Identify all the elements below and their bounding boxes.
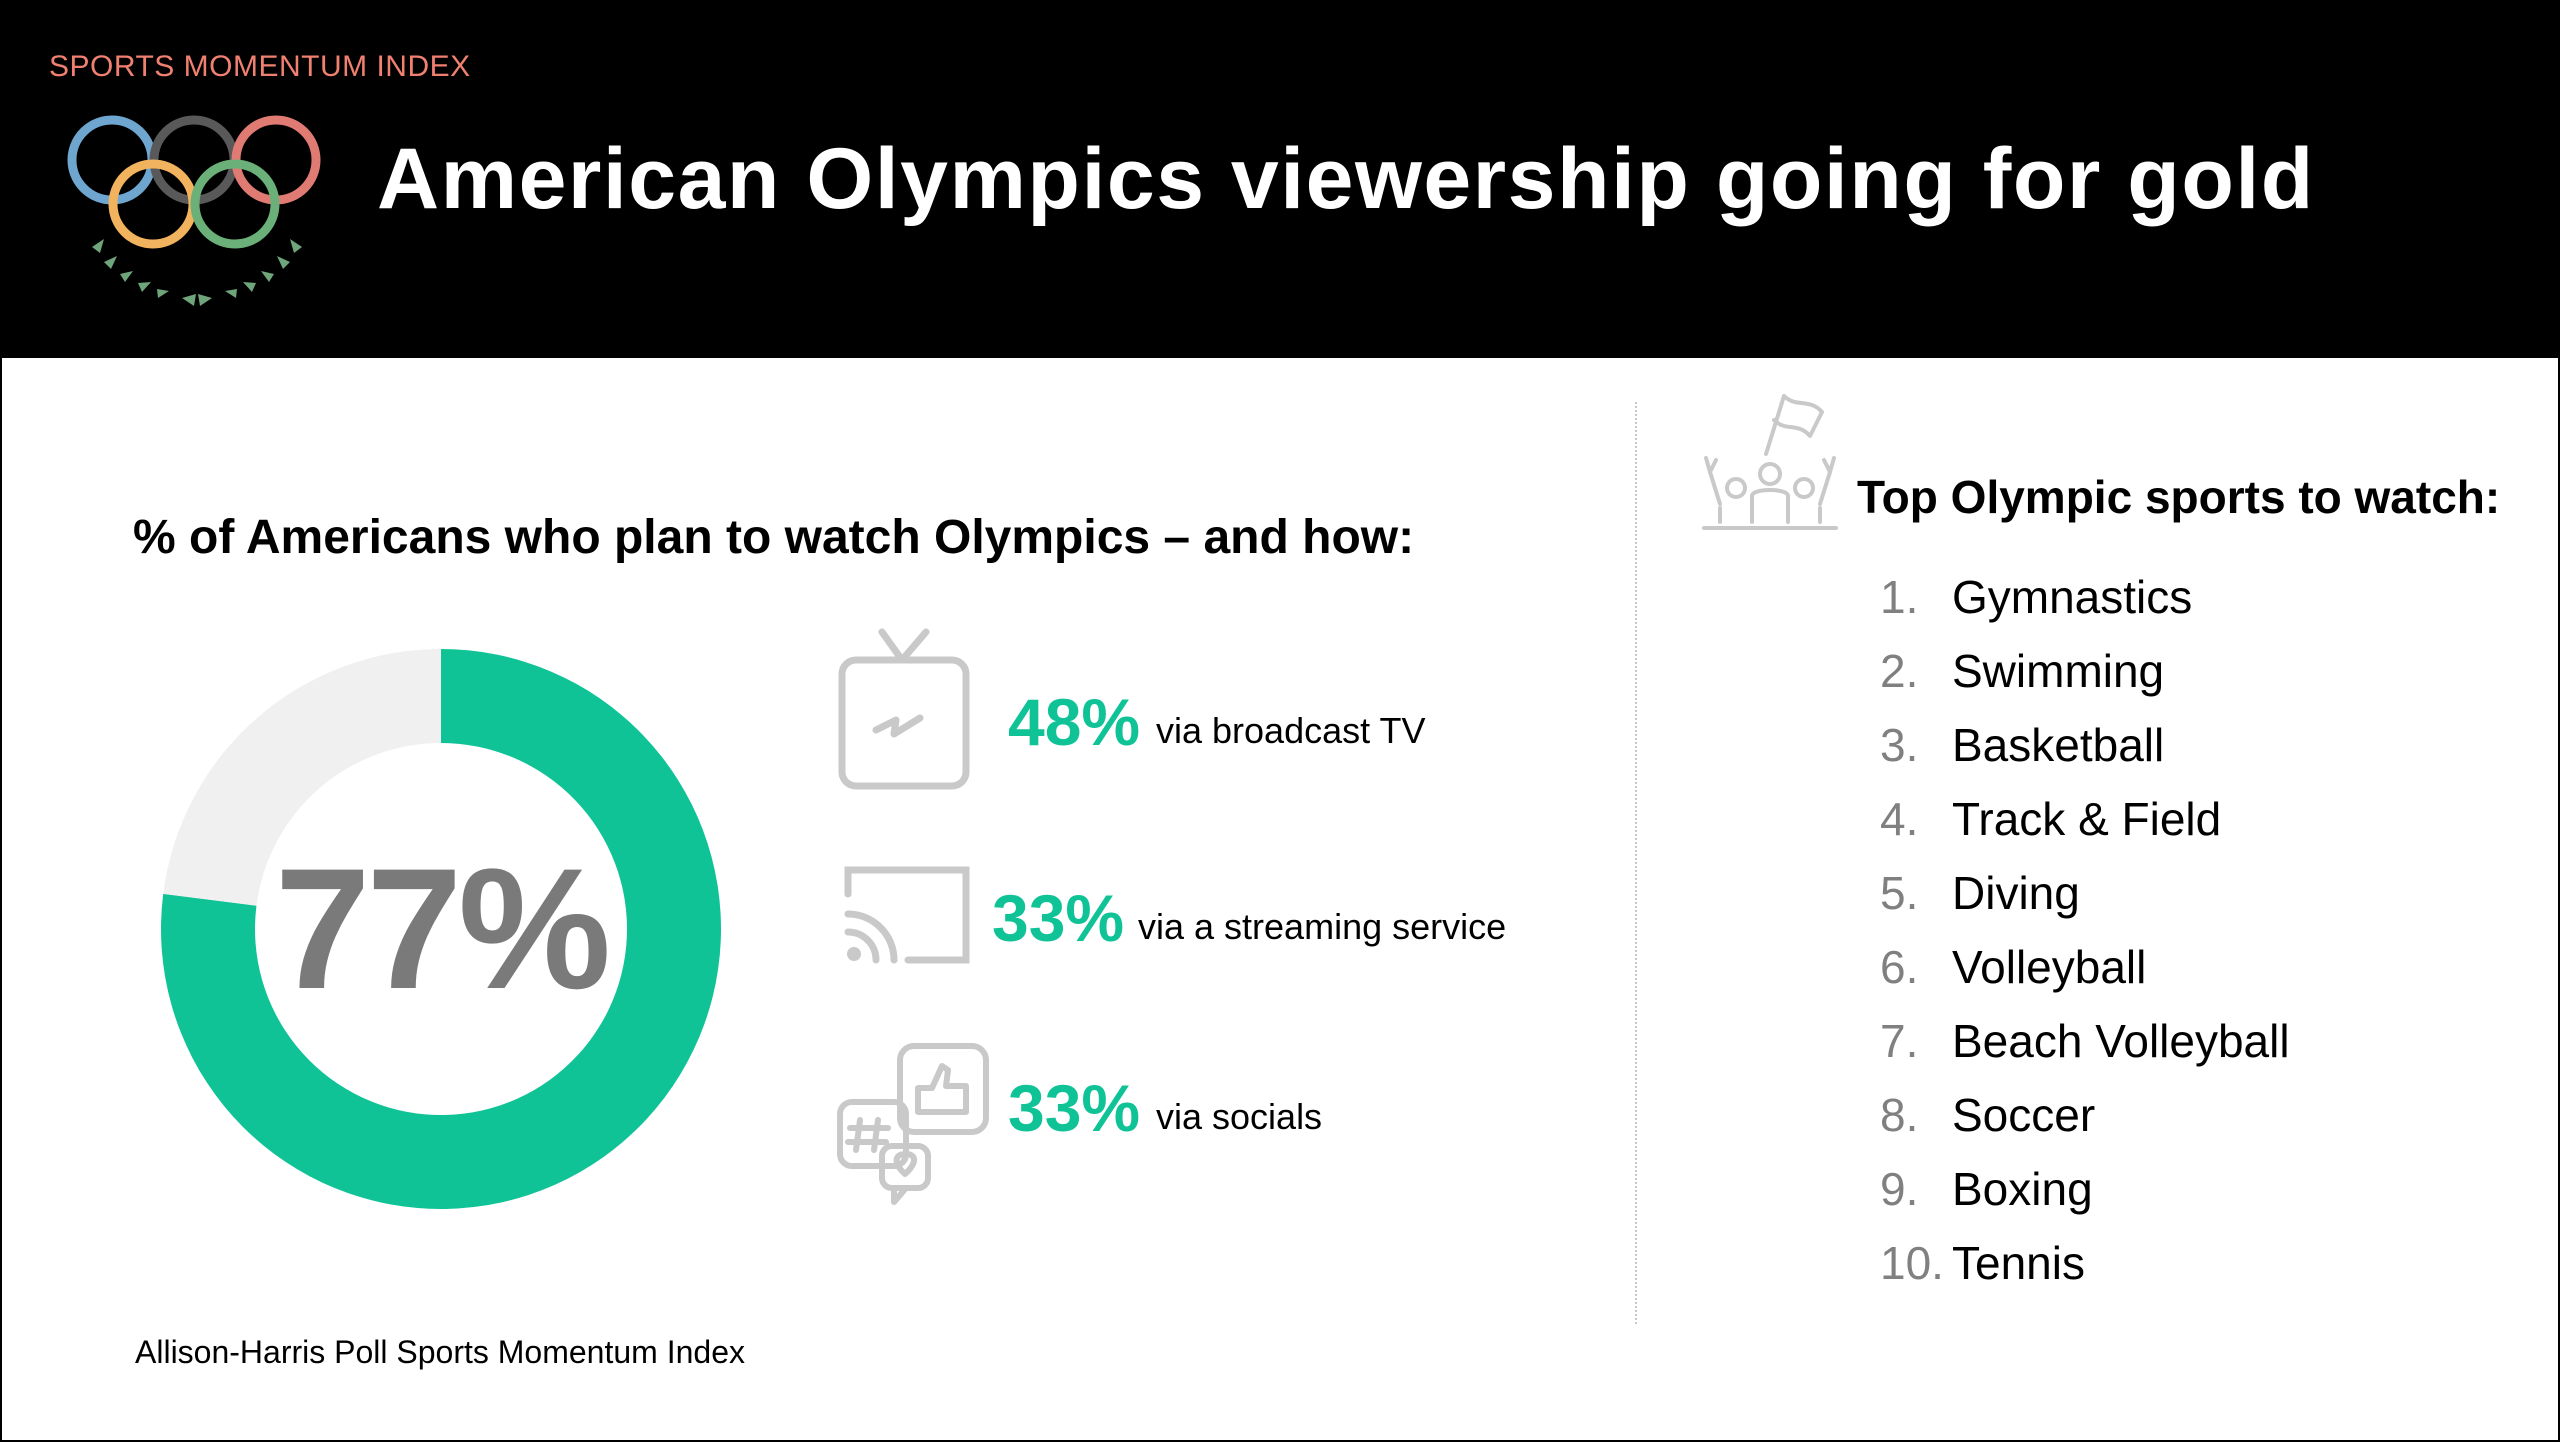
sport-list-item: 9. Boxing — [1880, 1158, 2290, 1232]
sport-rank: 6. — [1880, 941, 1919, 993]
sport-rank: 9. — [1880, 1163, 1919, 1215]
cast-streaming-icon — [844, 866, 970, 964]
header-banner: SPORTS MOMENTUM INDEX — [2, 2, 2558, 358]
sport-list-item: 10. Tennis — [1880, 1232, 2290, 1306]
sport-rank: 10. — [1880, 1237, 1944, 1289]
sport-list-item: 5. Diving — [1880, 862, 2290, 936]
sport-rank: 5. — [1880, 867, 1919, 919]
sport-name: Beach Volleyball — [1952, 1015, 2290, 1067]
sports-ranking-list: 1. Gymnastics 2. Swimming 3. Basketball 4. Trac… — [1880, 566, 2290, 1306]
sport-name: Gymnastics — [1952, 571, 2193, 623]
sport-rank: 7. — [1880, 1015, 1919, 1067]
donut-slice-watching — [160, 649, 721, 1209]
sport-name: Diving — [1952, 867, 2080, 919]
donut-chart: 77% — [160, 648, 722, 1210]
sport-rank: 2. — [1880, 645, 1919, 697]
channel-label: via a streaming service — [1138, 906, 1507, 947]
tv-icon — [838, 628, 970, 790]
sport-name: Track & Field — [1952, 793, 2222, 845]
social-media-icon — [837, 1043, 989, 1205]
donut-center-label: 77% — [274, 833, 611, 1025]
main-title: American Olympics viewership going for g… — [377, 131, 2315, 227]
sport-name: Boxing — [1952, 1163, 2093, 1215]
channel-value: 33% — [992, 881, 1125, 955]
sport-name: Tennis — [1952, 1237, 2085, 1289]
sport-rank: 4. — [1880, 793, 1919, 845]
sport-list-item: 3. Basketball — [1880, 714, 2290, 788]
channel-label: via socials — [1156, 1096, 1323, 1137]
sport-list-item: 6. Volleyball — [1880, 936, 2290, 1010]
cheering-fans-icon — [1702, 394, 1838, 530]
sport-name: Swimming — [1952, 645, 2165, 697]
source-note: Allison-Harris Poll Sports Momentum Inde… — [135, 1334, 745, 1370]
channel-broadcast-tv: 48% via broadcast TV — [834, 626, 1534, 796]
sport-list-item: 7. Beach Volleyball — [1880, 1010, 2290, 1084]
sport-rank: 3. — [1880, 719, 1919, 771]
panel-divider — [1635, 402, 1637, 1324]
channel-value: 33% — [1008, 1071, 1141, 1145]
sport-list-item: 4. Track & Field — [1880, 788, 2290, 862]
donut-slice-remainder — [163, 649, 441, 906]
sport-rank: 1. — [1880, 571, 1919, 623]
channel-streaming: 33% via a streaming service — [842, 864, 1542, 974]
sport-list-item: 1. Gymnastics — [1880, 566, 2290, 640]
channel-value: 48% — [1008, 685, 1141, 759]
sport-rank: 8. — [1880, 1089, 1919, 1141]
eyebrow-label: SPORTS MOMENTUM INDEX — [49, 50, 471, 83]
channel-socials: 33% via socials — [834, 1042, 1534, 1212]
sports-heading: Top Olympic sports to watch: — [1857, 471, 2501, 523]
sport-list-item: 8. Soccer — [1880, 1084, 2290, 1158]
sport-name: Basketball — [1952, 719, 2165, 771]
chart-heading: % of Americans who plan to watch Olympic… — [133, 511, 1415, 564]
sport-name: Soccer — [1952, 1089, 2096, 1141]
sport-list-item: 2. Swimming — [1880, 640, 2290, 714]
channel-label: via broadcast TV — [1156, 710, 1426, 751]
sport-name: Volleyball — [1952, 941, 2147, 993]
donut-svg — [160, 649, 721, 1209]
olympic-rings-laurel-icon — [67, 115, 321, 306]
